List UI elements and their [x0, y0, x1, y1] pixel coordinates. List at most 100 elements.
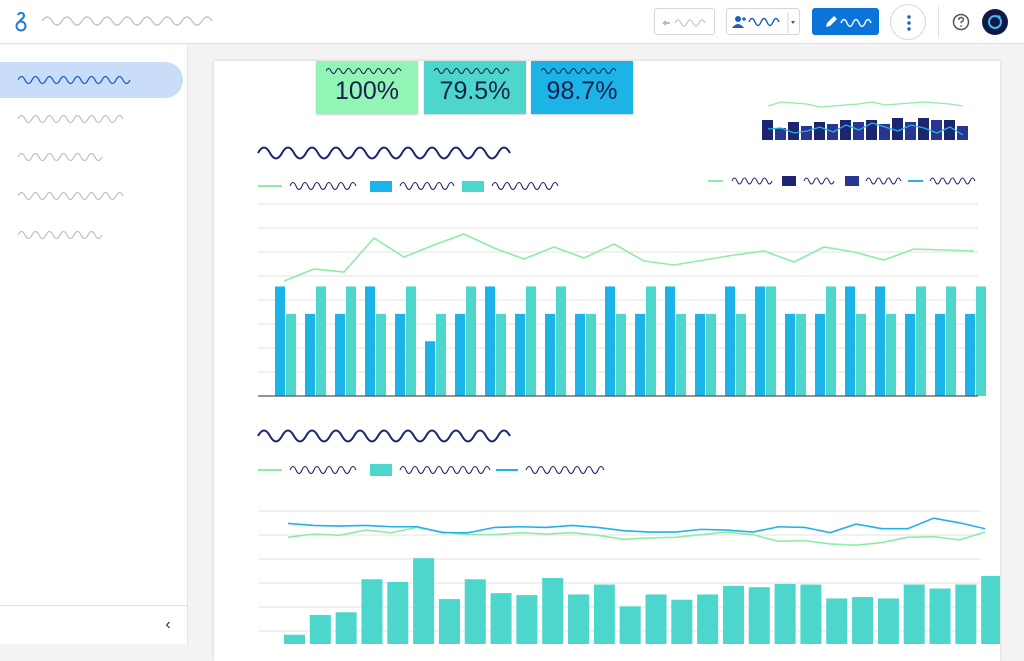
kpi-card-3[interactable]: 98.7% — [531, 61, 633, 114]
share-button[interactable] — [726, 8, 800, 35]
sidebar-item-3[interactable] — [0, 139, 183, 175]
line-series-3 — [287, 517, 986, 534]
add-user-icon — [732, 16, 746, 28]
undo-button[interactable] — [654, 8, 715, 35]
legend-label — [399, 181, 455, 191]
more-options-button[interactable] — [890, 4, 926, 40]
legend-label — [289, 465, 357, 475]
kpi-value-2: 79.5% — [439, 77, 511, 105]
kpi-card-2[interactable]: 79.5% — [424, 61, 526, 114]
bar-series-1 — [875, 286, 885, 396]
bar-series-2 — [586, 313, 596, 396]
bar-series-2 — [722, 585, 744, 644]
legend-label — [865, 177, 902, 185]
bar-series-2 — [316, 286, 326, 396]
bar-series-1 — [635, 313, 645, 396]
bar-series-1 — [965, 313, 975, 396]
legend-swatch — [462, 181, 484, 192]
line-series-1 — [287, 526, 986, 547]
bar-series-2 — [335, 612, 357, 644]
bar-series-2 — [556, 286, 566, 396]
report-canvas: 100% 79.5% 98.7% — [214, 61, 1000, 661]
mini-bar — [957, 126, 968, 140]
bar-series-2 — [526, 286, 536, 396]
bar-series-2 — [593, 584, 615, 644]
help-circle-icon[interactable] — [951, 12, 971, 32]
avatar[interactable] — [982, 9, 1008, 35]
mini-line-series-1 — [767, 101, 964, 108]
bar-series-1 — [725, 286, 735, 396]
bar-series-2 — [490, 593, 512, 644]
kpi-card-1[interactable]: 100% — [316, 61, 418, 114]
bar-series-2 — [748, 587, 770, 644]
chart-2-legend — [258, 464, 605, 476]
bar-series-1 — [485, 286, 495, 396]
bar-series-2 — [774, 583, 796, 644]
bar-series-2 — [916, 286, 926, 396]
mini-bar — [918, 118, 929, 140]
bar-series-2 — [466, 286, 476, 396]
brand-logo-icon[interactable] — [13, 11, 31, 33]
mini-bar — [931, 120, 942, 140]
bar-series-2 — [796, 313, 806, 396]
bar-series-1 — [275, 286, 285, 396]
bar-series-2 — [645, 594, 667, 644]
sidebar-divider — [0, 605, 188, 606]
bar-series-2 — [886, 313, 896, 396]
bar-series-1 — [755, 286, 765, 396]
bar-series-2 — [976, 286, 986, 396]
legend-swatch — [370, 464, 392, 476]
bar-series-2 — [981, 575, 1000, 644]
bar-series-2 — [646, 286, 656, 396]
bar-series-2 — [406, 286, 416, 396]
bar-series-1 — [545, 313, 555, 396]
chevron-down-icon[interactable] — [791, 21, 795, 24]
bar-series-1 — [695, 313, 705, 396]
bar-series-2 — [376, 313, 386, 396]
bar-series-1 — [665, 286, 675, 396]
bar-series-2 — [766, 286, 776, 396]
bar-series-2 — [706, 313, 716, 396]
top-bar — [0, 0, 1024, 44]
bar-series-2 — [800, 584, 822, 644]
bar-series-2 — [671, 599, 693, 644]
bar-series-2 — [946, 286, 956, 396]
bar-series-2 — [284, 634, 305, 644]
bar-series-2 — [877, 598, 899, 644]
chart-2-title — [257, 429, 511, 443]
edit-button[interactable] — [812, 8, 879, 35]
legend-label — [491, 181, 559, 191]
mini-bar — [853, 122, 864, 140]
mini-bar — [866, 120, 877, 140]
mini-chart-legend — [708, 176, 976, 186]
legend-label — [929, 177, 976, 185]
bar-series-2 — [516, 595, 538, 644]
bar-series-2 — [676, 313, 686, 396]
sidebar-item-2[interactable] — [0, 101, 183, 137]
bar-series-2 — [413, 558, 435, 644]
chevron-left-icon[interactable]: ‹ — [165, 616, 171, 633]
mini-bar — [879, 124, 890, 140]
line-series-1 — [283, 233, 975, 282]
bar-series-2 — [361, 579, 383, 644]
legend-label — [399, 465, 491, 475]
mini-bar — [814, 122, 825, 140]
bar-series-2 — [286, 313, 296, 396]
pencil-icon — [826, 16, 837, 27]
undo-icon — [662, 19, 706, 27]
bar-series-2 — [346, 286, 356, 396]
bar-series-2 — [616, 313, 626, 396]
bar-series-2 — [826, 598, 848, 644]
bar-series-1 — [515, 313, 525, 396]
sidebar-item-1[interactable] — [0, 62, 183, 98]
mini-bar — [905, 122, 916, 140]
vertical-dots-icon — [907, 15, 911, 31]
bar-series-2 — [903, 584, 925, 644]
sidebar-item-4[interactable] — [0, 178, 183, 214]
bar-series-1 — [575, 313, 585, 396]
sidebar-item-5[interactable] — [0, 217, 183, 253]
legend-swatch — [782, 176, 796, 186]
mini-bar — [775, 128, 786, 140]
bar-series-2 — [436, 313, 446, 396]
bar-series-2 — [929, 588, 951, 644]
